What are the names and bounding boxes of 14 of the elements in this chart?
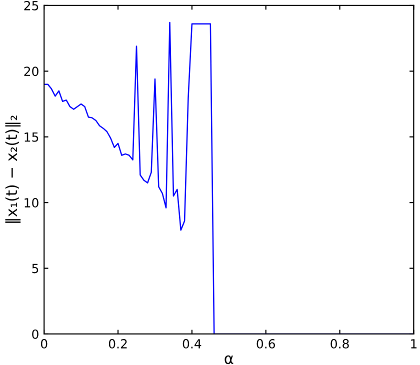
y-axis-title: ‖x₁(t) − x₂(t)‖₂ [5, 116, 21, 223]
x-tick-label: 0.8 [330, 339, 349, 349]
y-tick-label: 0 [32, 329, 38, 339]
y-tick-label: 5 [32, 264, 38, 274]
y-tick-label: 20 [24, 66, 38, 76]
x-tick-label: 0 [40, 339, 48, 349]
x-tick-label: 0.2 [108, 339, 127, 349]
y-tick-label: 10 [24, 198, 38, 208]
y-tick-label: 15 [24, 132, 38, 142]
x-tick-label: 0.4 [182, 339, 202, 349]
x-tick-label: 1 [411, 339, 417, 348]
y-tick-label: 25 [24, 0, 38, 10]
x-tick-label: 0.6 [256, 339, 276, 349]
x-axis-title: α [224, 355, 234, 364]
